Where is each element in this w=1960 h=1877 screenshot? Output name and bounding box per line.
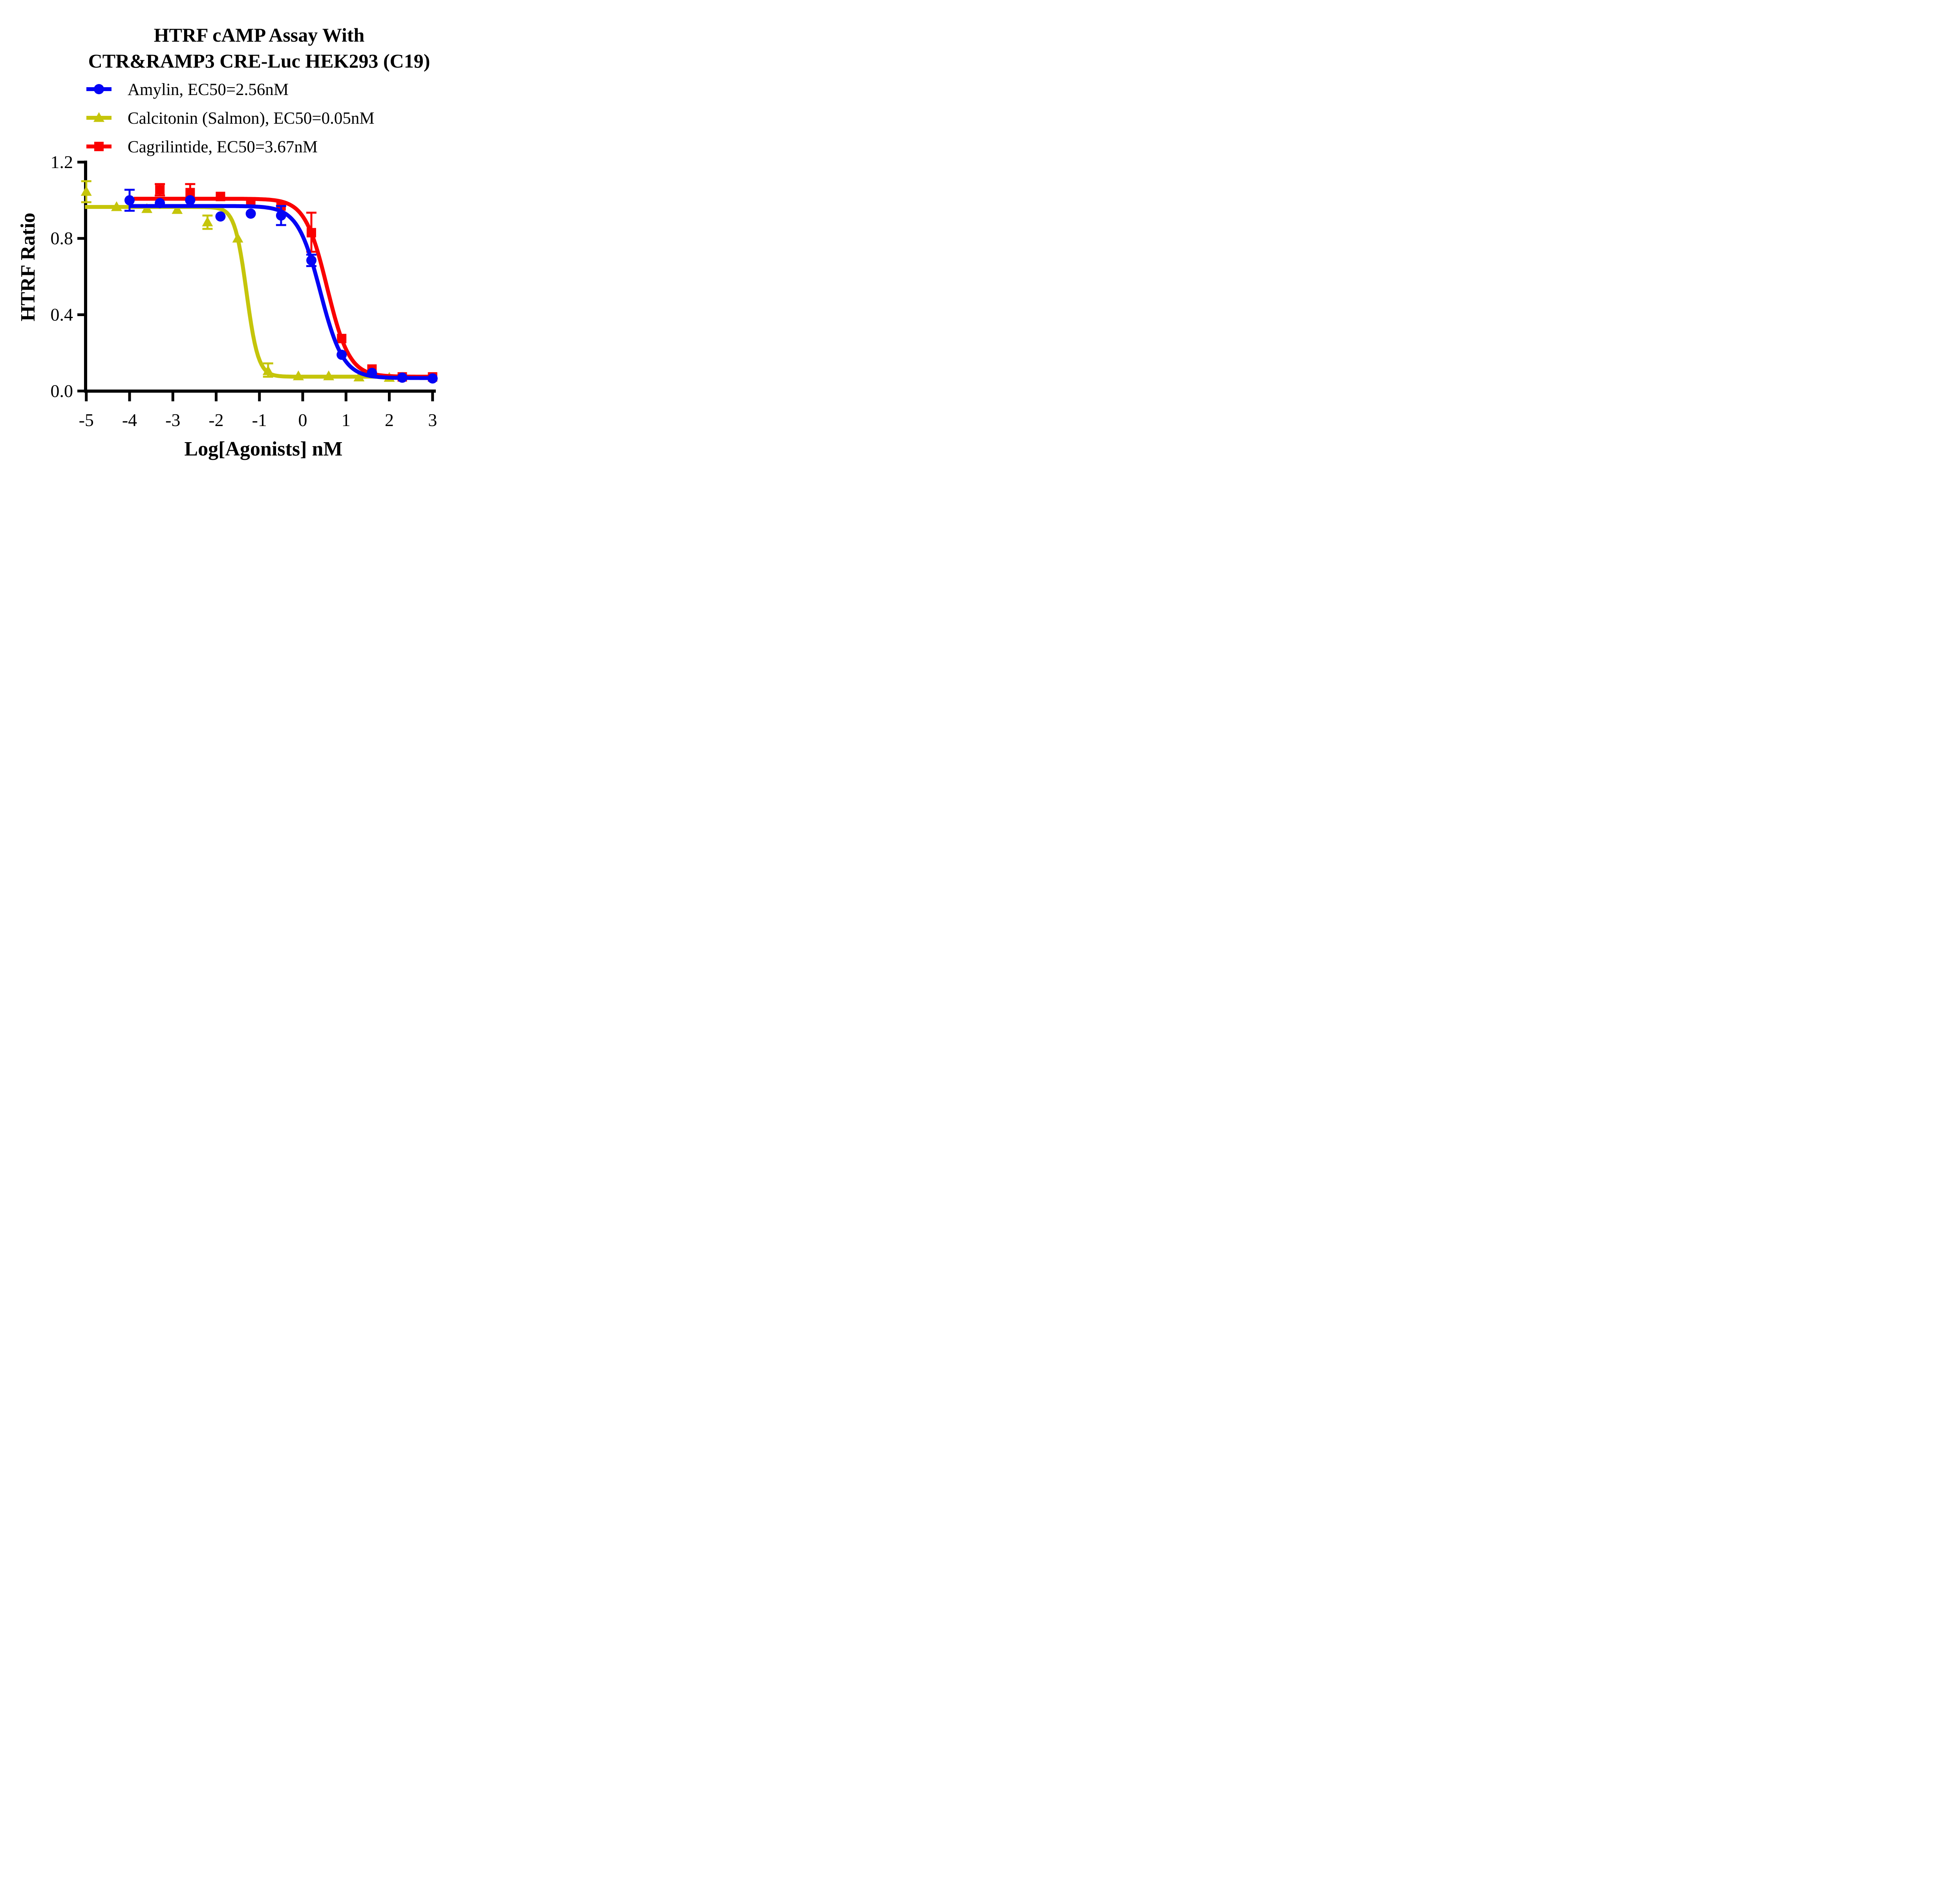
data-point-calcitonin-salmon [141,203,153,213]
x-tick-label: 1 [342,410,351,430]
chart-title: HTRF cAMP Assay With CTR&RAMP3 CRE-Luc H… [88,24,430,72]
legend: Amylin, EC50=2.56nM Calcitonin (Salmon), … [86,80,375,156]
data-point-calcitonin-salmon [202,216,213,227]
y-tick-label: 1.2 [51,152,73,172]
data-point-calcitonin-salmon [323,370,335,381]
data-point-amylin [427,373,438,384]
series-amylin-curve [130,204,435,380]
legend-label: Amylin, EC50=2.56nM [128,80,289,99]
data-point-amylin [276,210,286,221]
data-point-cagrilintide [307,228,316,238]
data-point-calcitonin-salmon [353,371,365,382]
axis-ticks: -5 -4 -3 -2 -1 0 1 2 3 0.0 0.4 0.8 1.2 [51,152,437,430]
x-tick-label: 0 [298,410,307,430]
data-point-calcitonin-salmon [111,201,122,211]
x-tick-label: 2 [385,410,394,430]
legend-item-calcitonin-salmon: Calcitonin (Salmon), EC50=0.05nM [86,109,375,128]
legend-item-cagrilintide: Cagrilintide, EC50=3.67nM [86,138,318,156]
data-point-amylin [306,255,317,266]
data-point-calcitonin-salmon [293,370,304,381]
data-point-amylin [397,372,408,383]
x-tick-label: 3 [428,410,437,430]
x-tick-label: -3 [165,410,180,430]
data-point-calcitonin-salmon [80,186,92,196]
x-tick-label: -5 [79,410,94,430]
x-tick-label: -1 [252,410,267,430]
y-tick-label: 0.4 [51,304,73,324]
series-amylin [124,188,438,384]
x-tick-label: -2 [208,410,223,430]
legend-square-marker [94,142,104,151]
data-point-cagrilintide [216,192,225,201]
data-point-amylin [245,209,256,219]
chart-title-line2: CTR&RAMP3 CRE-Luc HEK293 (C19) [88,50,430,72]
y-tick-label: 0.8 [51,228,73,248]
data-point-cagrilintide [155,185,165,195]
legend-circle-marker [94,84,104,94]
data-point-amylin [336,349,347,360]
legend-label: Calcitonin (Salmon), EC50=0.05nM [128,109,375,128]
data-point-amylin [215,211,226,222]
y-axis-label: HTRF Ratio [17,213,39,322]
data-point-calcitonin-salmon [262,365,274,375]
data-point-amylin [155,198,165,209]
data-point-cagrilintide [337,334,347,344]
data-point-amylin [367,368,377,378]
data-point-calcitonin-salmon [172,204,183,214]
x-tick-label: -4 [122,410,137,430]
legend-triangle-marker [93,112,104,122]
dose-response-chart: HTRF cAMP Assay With CTR&RAMP3 CRE-Luc H… [17,24,438,460]
y-tick-label: 0.0 [51,381,73,401]
x-axis-label: Log[Agonists] nM [184,438,342,460]
legend-label: Cagrilintide, EC50=3.67nM [128,138,318,156]
data-point-amylin [185,195,196,205]
chart-title-line1: HTRF cAMP Assay With [154,24,365,46]
data-point-calcitonin-salmon [232,232,243,243]
series-layer [80,180,438,384]
data-point-amylin [124,195,135,205]
legend-item-amylin: Amylin, EC50=2.56nM [86,80,289,99]
